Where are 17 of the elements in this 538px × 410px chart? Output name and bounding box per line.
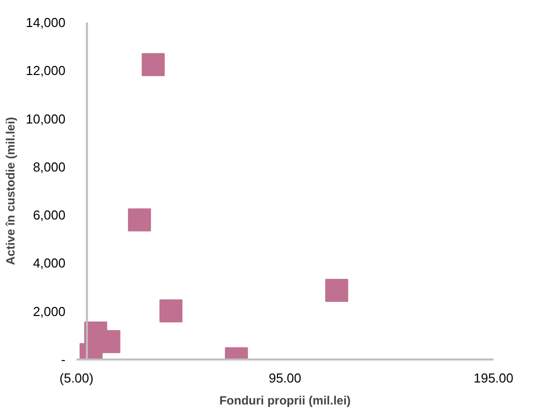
y-axis-title: Active în custodie (mil.lei) [4, 116, 18, 266]
y-tick-label: 6,000 [32, 208, 66, 223]
point [128, 208, 151, 232]
y-tick-label: 2,000 [32, 304, 66, 319]
point [142, 53, 165, 76]
point [159, 299, 182, 322]
y-tick-label: - [61, 352, 66, 367]
y-tick-label: 12,000 [26, 63, 66, 78]
y-tick-label: 8,000 [32, 159, 66, 174]
point [325, 278, 348, 302]
y-tick-label: 10,000 [26, 111, 66, 126]
y-tick-label: 14,000 [26, 15, 66, 30]
x-axis-title: Fonduri proprii (mil.lei) [219, 394, 351, 408]
y-tick-label: 4,000 [32, 256, 66, 271]
x-tick-label: 95.00 [268, 370, 302, 386]
x-tick-label: (5.00) [60, 370, 94, 386]
x-tick-label: 195.00 [474, 370, 514, 386]
